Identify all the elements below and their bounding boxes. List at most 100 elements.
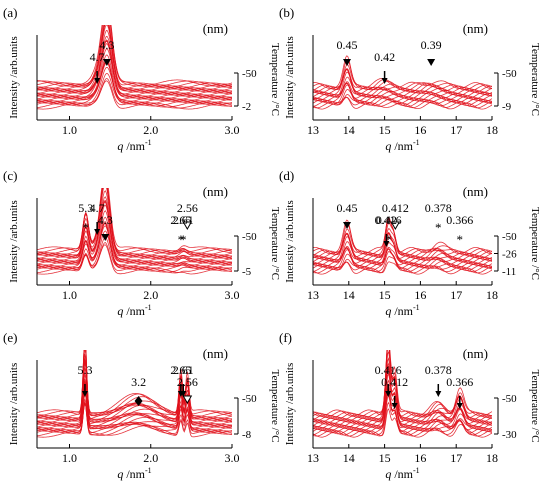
- spectrum-trace: [37, 30, 232, 95]
- x-tick-label: 3.0: [225, 123, 240, 137]
- peak-label: 0.366: [446, 213, 473, 227]
- x-label-q: q: [385, 467, 391, 481]
- x-axis-label: q /nm-1: [385, 303, 419, 318]
- spectrum-trace: [37, 25, 232, 92]
- x-tick-label: 17: [450, 123, 462, 137]
- x-tick-label: 16: [414, 288, 426, 302]
- temperature-tick-label: -11: [502, 266, 516, 278]
- temperature-tick-label: -9: [502, 101, 512, 113]
- temperature-tick-label: -50: [242, 231, 257, 243]
- peak-label: 5.3: [78, 201, 93, 215]
- filled-triangle-marker: [427, 59, 436, 66]
- x-label-exp: -1: [145, 303, 152, 312]
- temperature-label: Temperature /°C: [269, 207, 281, 280]
- peak-label: 2.56: [177, 375, 198, 389]
- spectrum-trace: [313, 350, 492, 421]
- peak-label: 2.65: [170, 363, 191, 377]
- x-axis-label: q /nm-1: [385, 466, 419, 481]
- x-tick-label: 15: [379, 451, 391, 465]
- x-tick-label: 13: [307, 288, 319, 302]
- x-axis-label: q /nm-1: [117, 466, 151, 481]
- spectra-a: [37, 25, 232, 110]
- peak-label: 4.3: [99, 38, 114, 52]
- x-tick-label: 16: [414, 451, 426, 465]
- peak-label: 2.61: [173, 363, 194, 377]
- x-label-unit: /nm: [123, 304, 145, 318]
- peak-label: 4.7: [90, 50, 105, 64]
- x-label-unit: /nm: [123, 467, 145, 481]
- spectrum-trace: [37, 25, 232, 91]
- spectra-d: [313, 216, 492, 275]
- panel-c: 1.0 2.0 3.0 q /nm-1 Intensity /arb.units (c) (…: [3, 168, 281, 318]
- spectrum-trace: [37, 199, 232, 262]
- x-tick-label: 17: [450, 288, 462, 302]
- x-label-exp: -1: [413, 303, 420, 312]
- x-tick-label: 2.0: [143, 288, 158, 302]
- peak-label: 2.61: [173, 213, 194, 227]
- asterisk-marker: *: [385, 232, 392, 247]
- arrow-head: [381, 78, 388, 84]
- filled-triangle-marker: [102, 59, 111, 66]
- y-axis-label: Intensity /arb.units: [8, 36, 20, 119]
- spectrum-trace: [37, 244, 232, 275]
- x-tick-label: 14: [343, 123, 355, 137]
- peak-label: 0.42: [376, 213, 397, 227]
- panel-a: 1.0 2.0 3.0 q /nm-1 Intensity /arb.units (a) (…: [3, 5, 281, 153]
- x-tick-label: 2.0: [143, 451, 158, 465]
- spectrum-trace: [313, 216, 492, 255]
- spectrum-trace: [37, 80, 232, 110]
- spectra-b: [313, 55, 492, 110]
- peak-label: 0.45: [337, 38, 358, 52]
- arrow-head: [435, 391, 442, 397]
- unit-label: (nm): [203, 346, 228, 361]
- x-tick-label: 1.0: [62, 451, 77, 465]
- panel-label: (d): [279, 168, 294, 183]
- peak-label: 0.39: [421, 38, 442, 52]
- spectrum-trace: [37, 402, 232, 438]
- peak-label: 0.366: [446, 375, 473, 389]
- y-axis-label: Intensity /arb.units: [284, 36, 296, 119]
- spectrum-trace: [37, 387, 232, 433]
- open-triangle-marker: [390, 221, 401, 231]
- arrow-head: [391, 403, 398, 409]
- temperature-label: Temperature /°C: [269, 370, 281, 443]
- spectrum-trace: [37, 188, 232, 254]
- x-axis-label: q /nm-1: [385, 138, 419, 153]
- spectrum-trace: [313, 372, 492, 429]
- spectrum-trace: [37, 60, 232, 105]
- peak-label: 0.42: [374, 50, 395, 64]
- x-label-exp: -1: [145, 138, 152, 147]
- peak-label: 0.412: [382, 201, 409, 215]
- spectrum-trace: [37, 25, 232, 88]
- spectrum-trace: [37, 223, 232, 270]
- y-axis-label: Intensity /arb.units: [284, 200, 296, 283]
- peak-label: 0.378: [425, 201, 452, 215]
- asterisk-marker: *: [180, 232, 187, 247]
- x-tick-label: 13: [307, 451, 319, 465]
- spectrum-trace: [37, 216, 232, 267]
- spectrum-trace: [37, 367, 232, 427]
- x-tick-label: 18: [486, 123, 498, 137]
- spectrum-trace: [37, 359, 232, 425]
- x-label-exp: -1: [145, 466, 152, 475]
- unit-label: (nm): [463, 184, 488, 199]
- spectrum-trace: [313, 84, 492, 105]
- temperature-label: Temperature /°C: [269, 43, 281, 116]
- spectrum-trace: [313, 55, 492, 90]
- spectrum-trace: [37, 190, 232, 260]
- x-label-q: q: [117, 304, 123, 318]
- x-tick-label: 17: [450, 451, 462, 465]
- spectrum-trace: [37, 350, 232, 420]
- x-tick-label: 18: [486, 288, 498, 302]
- spectrum-trace: [313, 76, 492, 99]
- unit-label: (nm): [463, 346, 488, 361]
- y-axis-label: Intensity /arb.units: [8, 363, 20, 446]
- x-axis-label: q /nm-1: [117, 138, 151, 153]
- temperature-tick-label: -26: [502, 249, 517, 261]
- x-tick-label: 18: [486, 451, 498, 465]
- spectrum-trace: [313, 232, 492, 264]
- temperature-label: Temperature /°C: [529, 370, 541, 443]
- spectrum-trace: [313, 71, 492, 98]
- arrow-head: [94, 78, 101, 84]
